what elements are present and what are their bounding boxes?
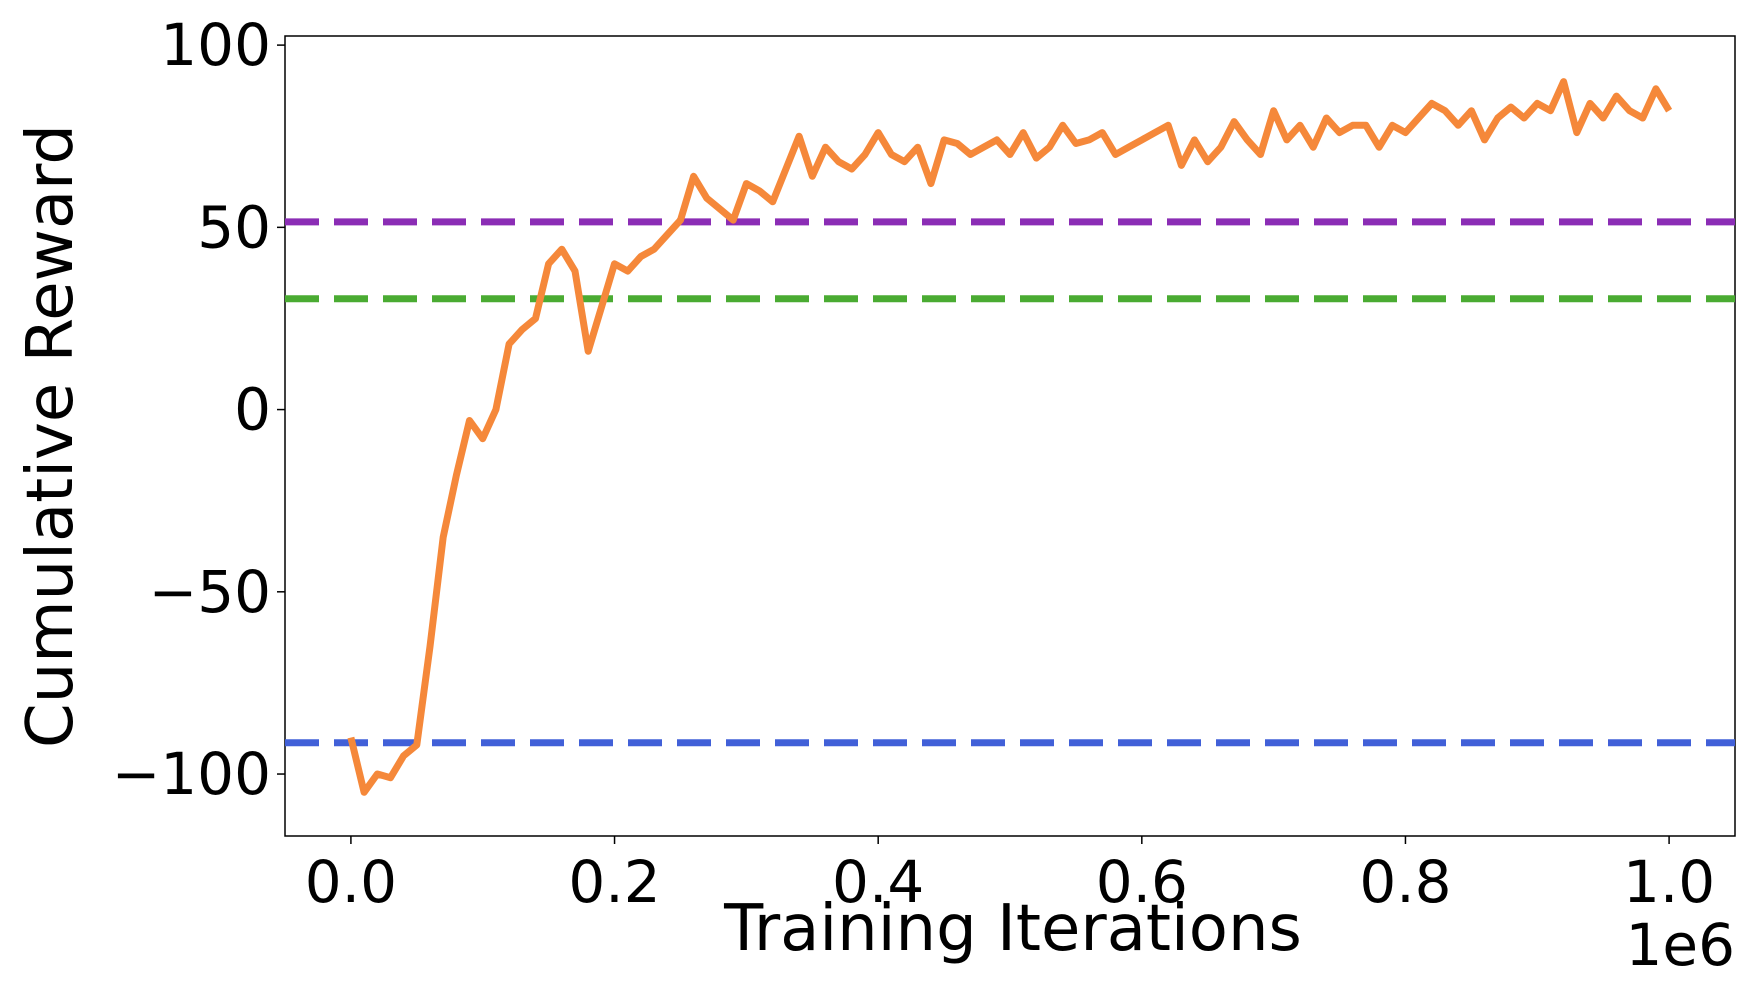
y-tick-label: 50 (197, 193, 271, 261)
y-tick-label: 0 (234, 376, 271, 444)
plot-frame (284, 35, 1736, 837)
x-tick-label: 1.0 (1623, 848, 1715, 916)
y-tick-label: 100 (160, 11, 271, 79)
y-tick-label: −100 (112, 740, 271, 808)
y-axis-label: Cumulative Reward (14, 124, 88, 748)
x-tick-label: 0.8 (1359, 848, 1451, 916)
x-tick-label: 0.0 (305, 848, 397, 916)
x-tick-label: 0.2 (568, 848, 660, 916)
x-axis-label: Training Iterations (723, 892, 1302, 966)
x-tick-label: 0.4 (832, 848, 924, 916)
x-offset-label: 1e6 (1626, 911, 1736, 979)
series-line (347, 78, 1673, 796)
y-tick-label: −50 (149, 558, 271, 626)
x-tick-label: 0.6 (1096, 848, 1188, 916)
